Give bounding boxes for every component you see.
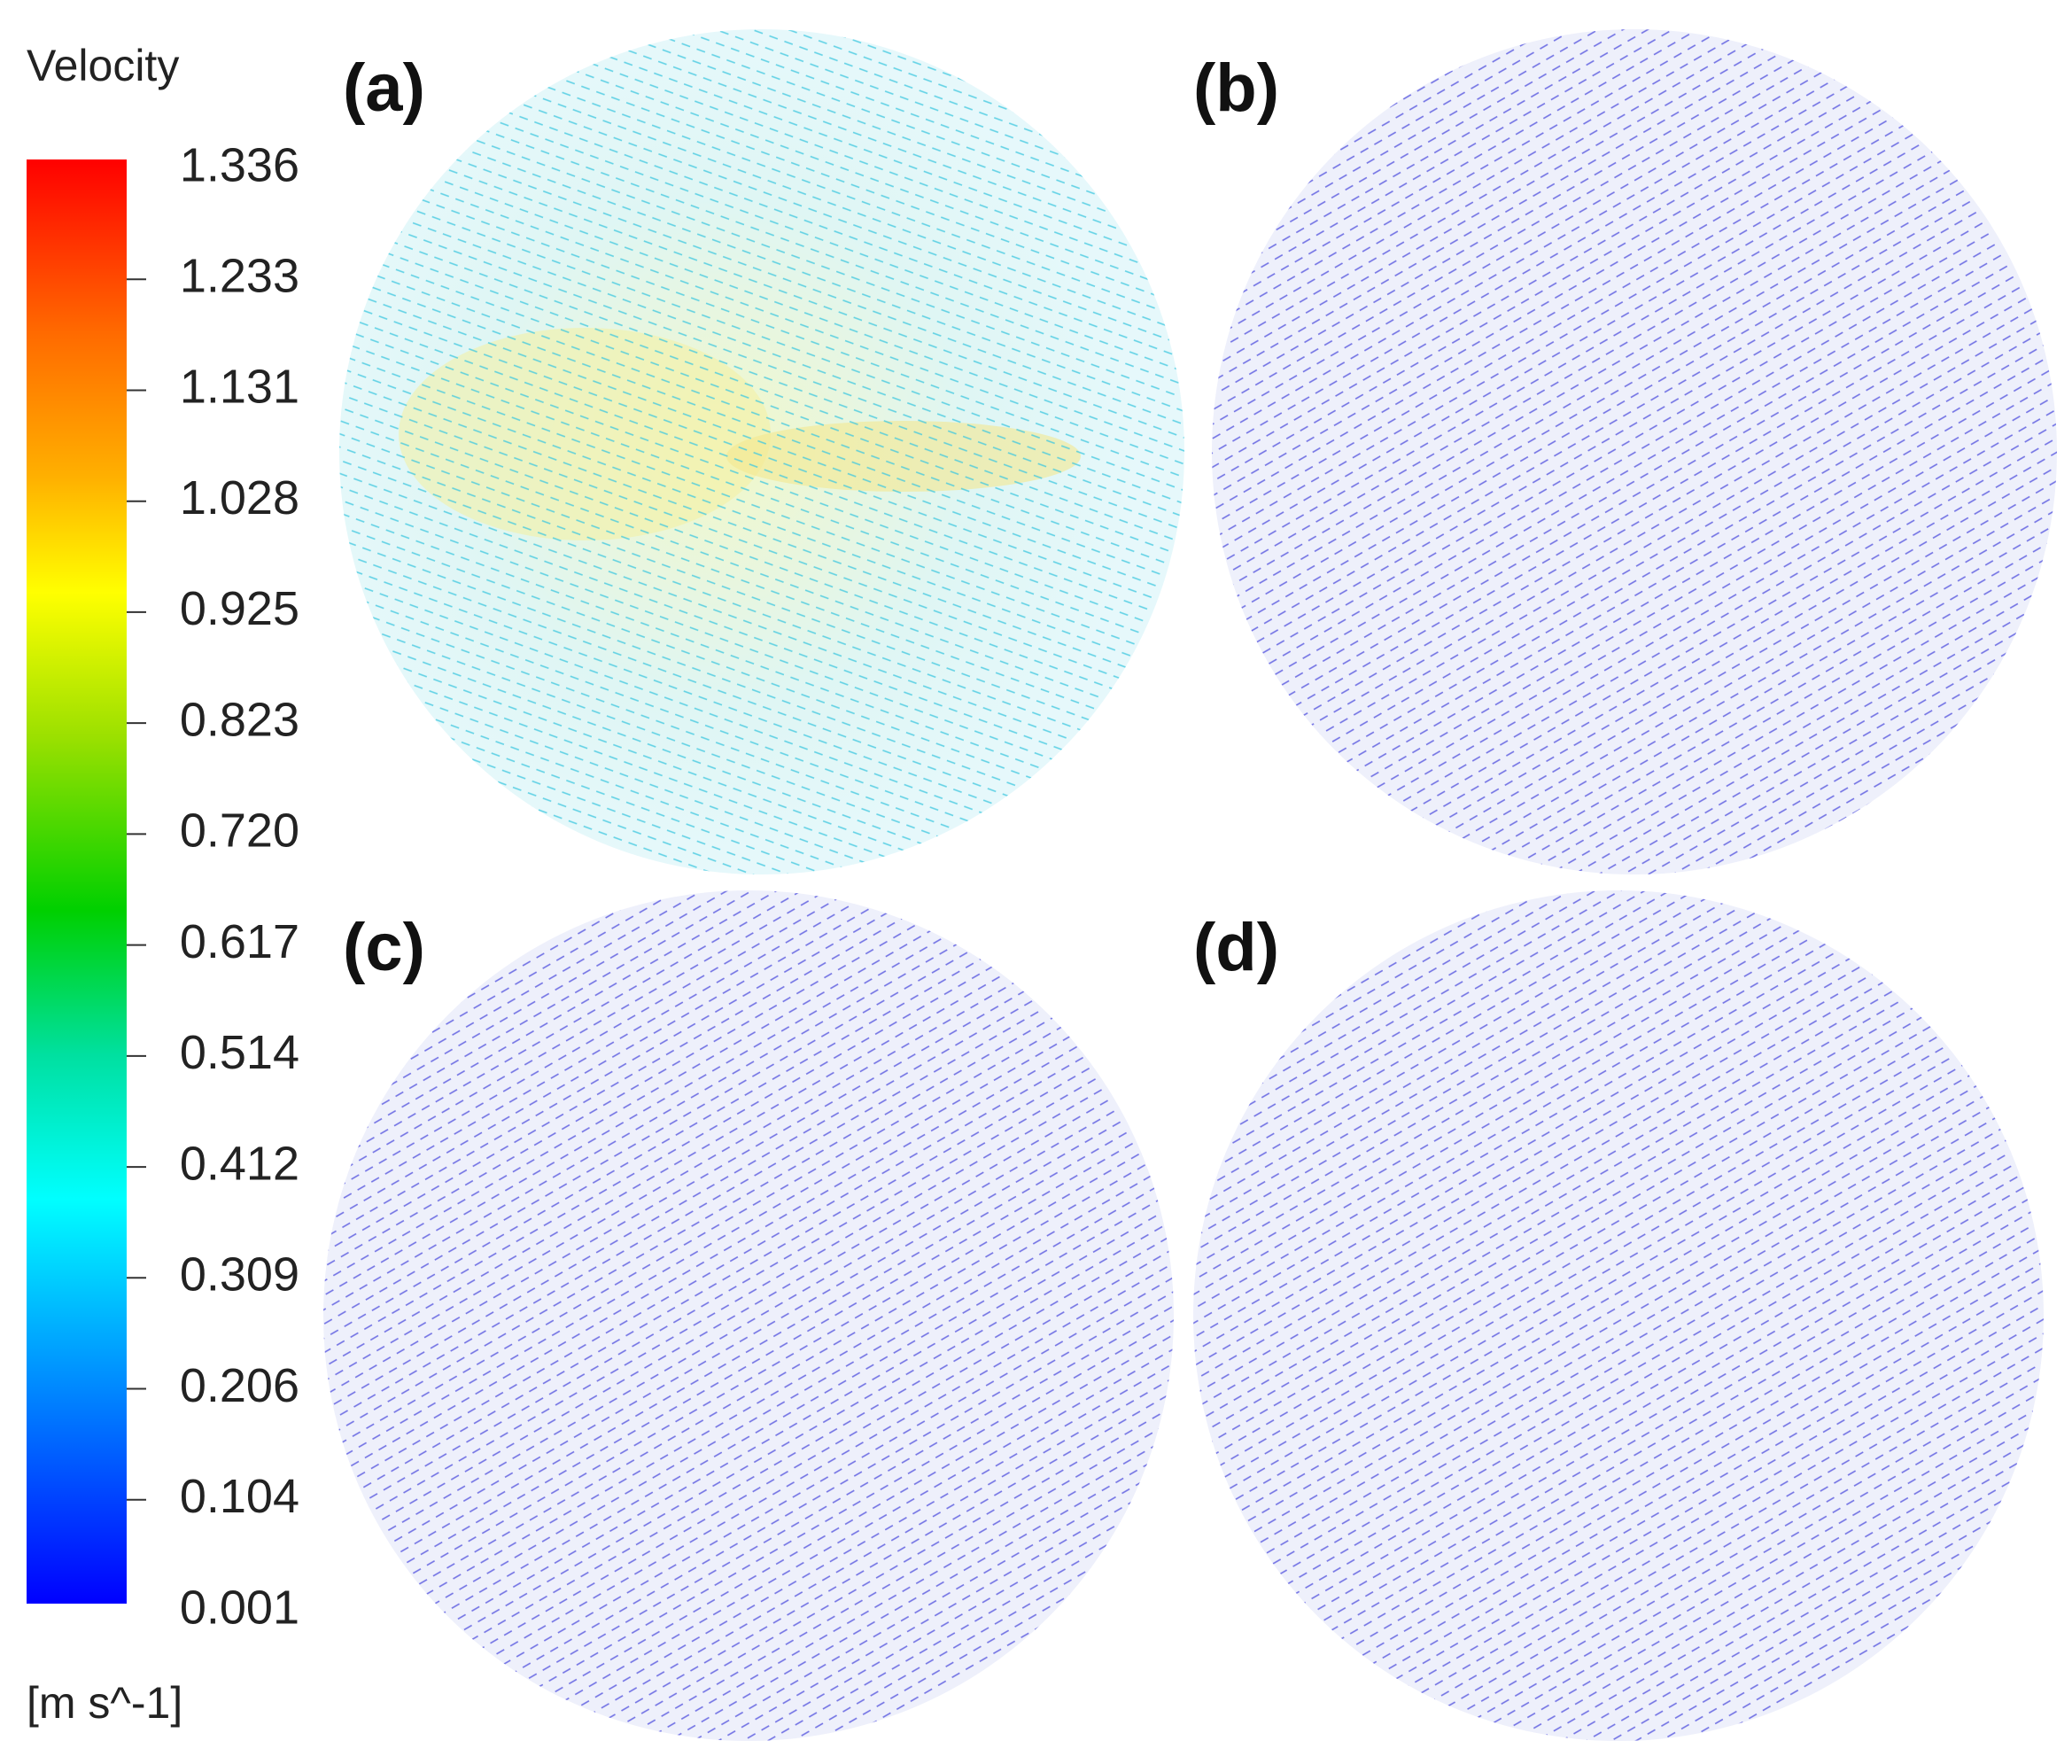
tick-label: 0.925: [180, 582, 299, 635]
colorbar-unit: [m s^-1]: [27, 1678, 182, 1728]
tick-label: 0.206: [180, 1359, 299, 1412]
panel-label: (c): [343, 910, 425, 985]
tick-label: 0.412: [180, 1137, 299, 1190]
vectors: [323, 890, 1174, 1741]
tick-label: 0.514: [180, 1026, 299, 1079]
vectors: [339, 29, 1184, 874]
tick-label: 0.309: [180, 1248, 299, 1302]
tick-label: 1.336: [180, 138, 299, 191]
tick-label: 0.823: [180, 693, 299, 746]
vectors: [1193, 890, 2044, 1741]
tick-label: 0.001: [180, 1581, 299, 1634]
tick-label: 1.028: [180, 471, 299, 525]
colorbar-title: Velocity: [27, 41, 179, 90]
panel-label: (b): [1193, 51, 1279, 126]
panel-label: (d): [1193, 910, 1279, 985]
tick-label: 0.720: [180, 804, 299, 858]
tick-label: 0.617: [180, 915, 299, 968]
colorbar: [27, 159, 127, 1604]
tick-label: 1.233: [180, 249, 299, 302]
vectors: [1212, 29, 2057, 874]
tick-label: 1.131: [180, 361, 299, 414]
colorbar-ticks: 1.336 1.233 1.131 1.028 0.925 0.823 0.720 0.617…: [127, 138, 299, 1634]
panel-label: (a): [343, 51, 425, 126]
tick-label: 0.104: [180, 1470, 299, 1523]
